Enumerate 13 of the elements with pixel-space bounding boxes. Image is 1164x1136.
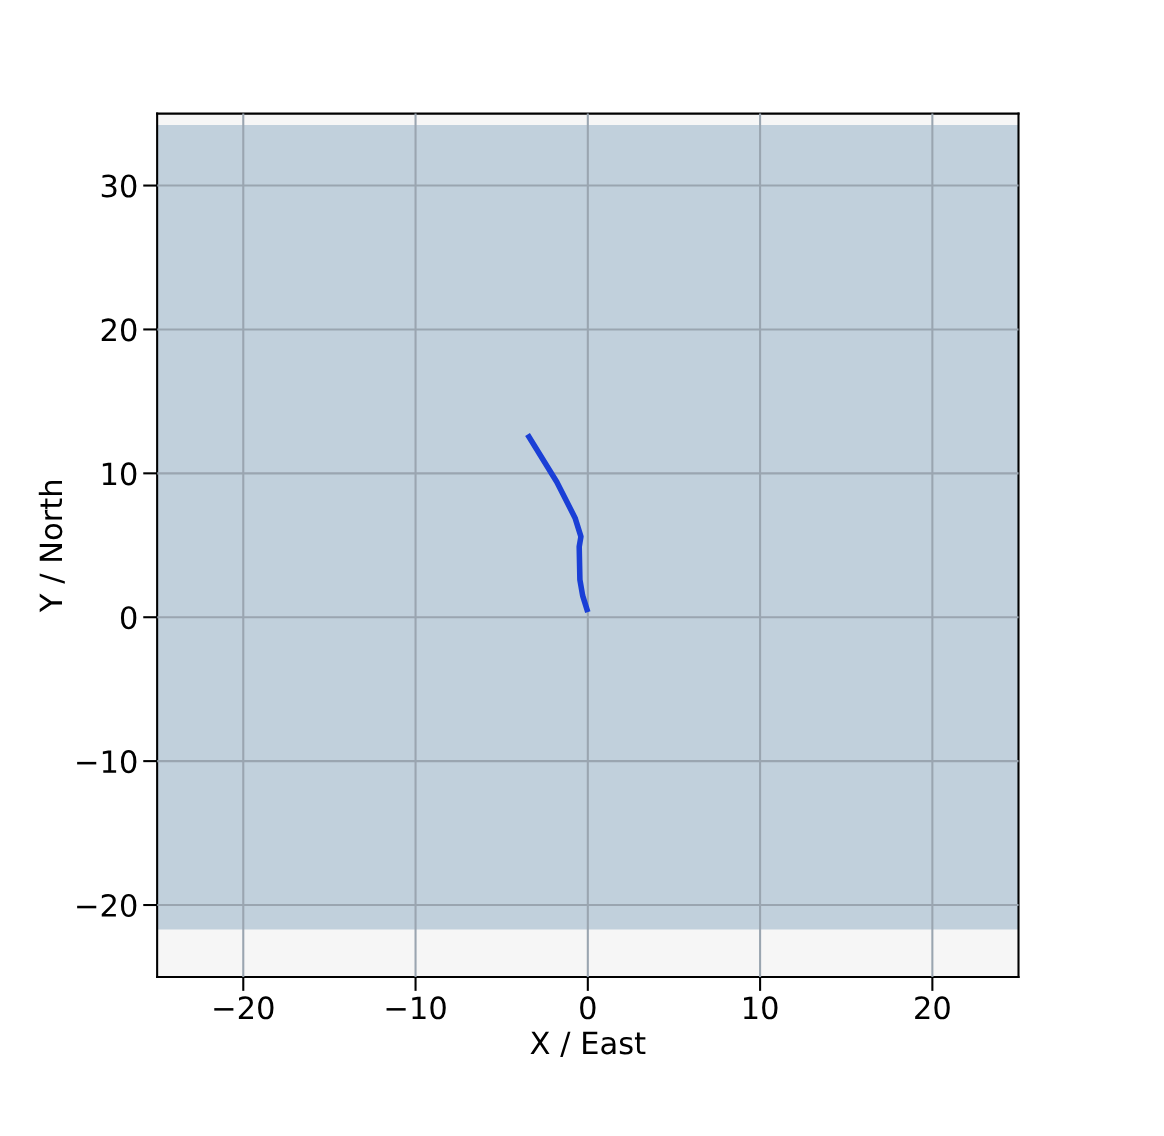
y-tick-label: 30 (101, 174, 137, 198)
x-tick-label: 20 (915, 996, 950, 1020)
y-tick-label: −10 (77, 750, 137, 774)
y-tick-label: 20 (101, 318, 137, 342)
x-tick-label: −10 (386, 996, 446, 1020)
y-tick-label: 0 (120, 606, 137, 630)
y-tick-label: −20 (77, 893, 137, 918)
x-tick-label: −20 (214, 996, 274, 1020)
x-tick-label: 0 (580, 996, 596, 1020)
y-tick-label: 10 (102, 462, 137, 486)
x-tick-label: 10 (744, 996, 778, 1020)
y-axis-title: Y / North (38, 480, 65, 613)
x-axis-title: X / East (530, 1031, 646, 1057)
